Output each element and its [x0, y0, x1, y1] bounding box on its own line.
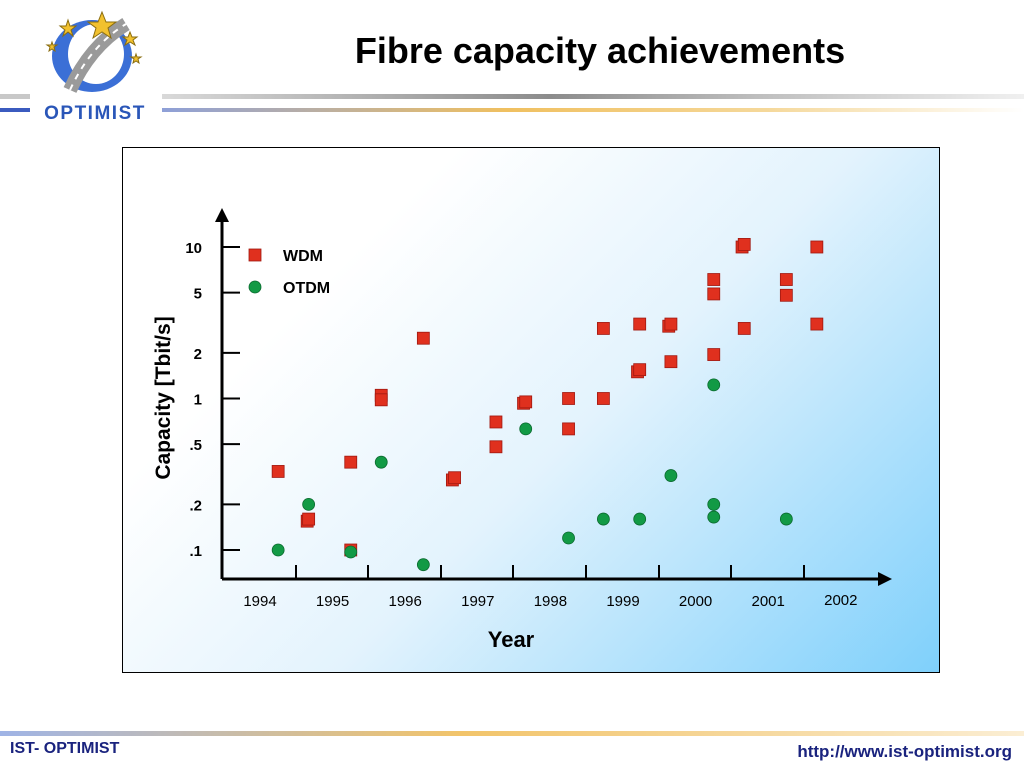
otdm-point: [302, 497, 316, 511]
y-tick-label: .5: [189, 437, 202, 454]
otdm-point: [562, 531, 575, 545]
y-tick-label: 2: [194, 346, 202, 363]
otdm-point: [633, 512, 647, 526]
otdm-point: [707, 510, 721, 524]
wdm-point: [374, 393, 388, 407]
wdm-point: [810, 317, 824, 331]
wdm-point: [737, 238, 751, 251]
x-tick-label: 2001: [752, 593, 785, 610]
y-tick-label: 5: [194, 286, 202, 303]
wdm-point: [779, 288, 793, 302]
otdm-point: [779, 512, 793, 526]
x-tick-label: 1997: [461, 593, 494, 610]
logo-text: OPTIMIST: [44, 103, 146, 124]
x-tick-label: 1999: [606, 593, 639, 610]
wdm-point: [489, 440, 503, 454]
wdm-point: [633, 363, 647, 377]
x-axis-title: Year: [488, 627, 535, 652]
x-axis-arrow: [878, 572, 892, 586]
header-rule-top: [162, 94, 1024, 99]
header-rule-left-top: [0, 94, 30, 99]
otdm-point: [664, 469, 678, 482]
y-tick-label: 1: [194, 392, 202, 409]
otdm-point: [707, 378, 721, 392]
x-tick-label: 2002: [824, 592, 857, 609]
wdm-point: [737, 322, 751, 335]
y-tick-label: .2: [189, 497, 202, 514]
legend-otdm-marker: [248, 280, 262, 294]
wdm-point: [448, 471, 461, 485]
wdm-point: [596, 392, 610, 405]
otdm-point: [416, 558, 430, 572]
y-tick-label: .1: [189, 543, 202, 560]
chart-frame: [122, 147, 940, 673]
y-axis-arrow: [215, 208, 229, 222]
wdm-point: [633, 317, 647, 331]
legend-wdm-marker: [248, 248, 262, 262]
otdm-point: [519, 422, 533, 436]
otdm-point: [596, 512, 610, 526]
wdm-point: [707, 273, 721, 286]
wdm-point: [344, 455, 358, 469]
wdm-point: [416, 331, 430, 345]
x-tick-label: 1994: [243, 593, 276, 610]
footer-rule: [0, 731, 1024, 736]
legend-label-otdm: OTDM: [283, 280, 330, 297]
page-title: Fibre capacity achievements: [354, 30, 846, 71]
x-tick-label: 1998: [534, 593, 567, 610]
wdm-point: [302, 512, 316, 526]
otdm-point: [707, 497, 721, 511]
wdm-point: [519, 395, 533, 409]
x-tick-label: 2000: [679, 593, 712, 610]
y-axis-title: Capacity [Tbit/s]: [152, 316, 175, 479]
header-rule-bottom: [162, 108, 1024, 112]
wdm-point: [707, 348, 721, 361]
otdm-point: [344, 545, 358, 559]
wdm-point: [664, 317, 678, 331]
wdm-point: [707, 287, 721, 301]
wdm-point: [271, 465, 285, 478]
wdm-point: [562, 422, 575, 436]
wdm-point: [489, 415, 503, 429]
optimist-logo: OPTIMIST: [44, 10, 146, 124]
otdm-point: [271, 543, 285, 557]
x-tick-label: 1996: [389, 593, 422, 610]
wdm-point: [664, 355, 678, 369]
wdm-point: [596, 322, 610, 335]
y-tick-label: 10: [185, 240, 202, 257]
otdm-point: [374, 455, 388, 469]
header-rule-left-bottom: [0, 108, 30, 112]
wdm-point: [562, 392, 575, 405]
wdm-point: [779, 273, 793, 286]
legend-label-wdm: WDM: [283, 248, 323, 265]
x-tick-label: 1995: [316, 593, 349, 610]
wdm-point: [810, 240, 824, 254]
footer-url-link[interactable]: http://www.ist-optimist.org: [797, 742, 1012, 761]
footer-left-text: IST- OPTIMIST: [10, 740, 120, 757]
